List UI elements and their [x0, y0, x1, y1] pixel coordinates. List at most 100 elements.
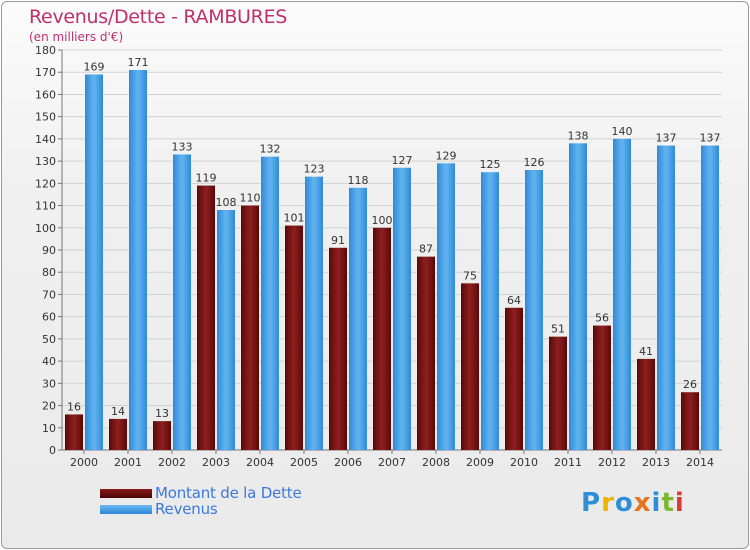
bar-revenus: [349, 187, 367, 450]
bar-dette: [285, 225, 303, 450]
data-label-revenus: 137: [700, 132, 721, 145]
y-tick-label: 10: [42, 422, 56, 435]
bar-dette: [197, 185, 215, 451]
bar-dette: [417, 256, 435, 450]
bar-revenus: [701, 145, 719, 451]
y-tick-label: 80: [42, 266, 56, 279]
data-label-revenus: 126: [524, 156, 545, 169]
y-tick-label: 180: [35, 44, 56, 57]
bar-dette: [637, 358, 655, 450]
x-tick-label: 2013: [642, 456, 670, 469]
x-tick-label: 2011: [554, 456, 582, 469]
data-label-dette: 101: [284, 212, 305, 225]
y-tick-label: 100: [35, 222, 56, 235]
y-tick-label: 20: [42, 400, 56, 413]
data-label-dette: 75: [463, 269, 477, 282]
bar-revenus: [525, 170, 543, 450]
logo-letter: P: [581, 488, 602, 518]
bar-dette: [681, 392, 699, 450]
legend-swatch-revenus: [100, 505, 152, 514]
data-label-dette: 14: [111, 405, 125, 418]
data-label-dette: 56: [595, 312, 609, 325]
logo-letter: r: [601, 488, 615, 518]
chart-title: Revenus/Dette - RAMBURES: [29, 6, 288, 28]
bar-dette: [373, 227, 391, 450]
data-label-dette: 110: [240, 192, 261, 205]
y-tick-label: 90: [42, 244, 56, 257]
y-tick-label: 70: [42, 288, 56, 301]
bar-dette: [329, 247, 347, 450]
logo-letter: i: [651, 488, 662, 518]
legend-label-revenus: Revenus: [155, 500, 218, 518]
logo-letter: x: [633, 488, 652, 518]
x-tick-label: 2010: [510, 456, 538, 469]
bar-revenus: [305, 176, 323, 450]
bar-dette: [109, 418, 127, 450]
legend-label-dette: Montant de la Dette: [155, 484, 302, 502]
y-tick-label: 150: [35, 111, 56, 124]
data-label-dette: 51: [551, 323, 565, 336]
y-tick-label: 140: [35, 133, 56, 146]
data-label-revenus: 123: [304, 163, 325, 176]
data-label-revenus: 138: [568, 129, 589, 142]
legend-swatch-dette: [100, 489, 152, 498]
y-tick-label: 110: [35, 200, 56, 213]
data-label-dette: 87: [419, 243, 433, 256]
bar-revenus: [569, 143, 587, 451]
x-tick-label: 2003: [202, 456, 230, 469]
x-tick-label: 2006: [334, 456, 362, 469]
bar-revenus: [393, 167, 411, 450]
x-tick-label: 2001: [114, 456, 142, 469]
logo-letter: t: [661, 488, 675, 518]
logo-letter: o: [614, 488, 634, 518]
bar-revenus: [613, 138, 631, 450]
y-tick-label: 0: [49, 444, 56, 457]
data-label-revenus: 137: [656, 132, 677, 145]
data-label-revenus: 108: [216, 196, 237, 209]
data-label-dette: 119: [196, 172, 217, 185]
bar-dette: [593, 325, 611, 450]
data-label-dette: 100: [372, 214, 393, 227]
bar-revenus: [129, 70, 147, 450]
bar-dette: [241, 205, 259, 450]
bar-dette: [461, 283, 479, 450]
y-tick-label: 160: [35, 88, 56, 101]
x-tick-label: 2014: [686, 456, 714, 469]
data-label-dette: 41: [639, 345, 653, 358]
data-label-revenus: 118: [348, 174, 369, 187]
data-label-revenus: 127: [392, 154, 413, 167]
x-tick-label: 2002: [158, 456, 186, 469]
bar-dette: [153, 421, 171, 450]
bar-revenus: [217, 210, 235, 450]
proxiti-logo: Proxiti: [581, 488, 685, 518]
bar-revenus: [261, 156, 279, 450]
chart-subtitle: (en milliers d'€): [29, 30, 124, 44]
bar-dette: [65, 414, 83, 450]
data-label-revenus: 133: [172, 140, 193, 153]
data-label-dette: 13: [155, 407, 169, 420]
y-tick-label: 50: [42, 333, 56, 346]
bar-dette: [549, 336, 567, 450]
y-tick-label: 60: [42, 311, 56, 324]
data-label-dette: 91: [331, 234, 345, 247]
logo-letter: i: [674, 488, 685, 518]
bar-revenus: [437, 163, 455, 451]
data-label-dette: 64: [507, 294, 521, 307]
x-tick-label: 2009: [466, 456, 494, 469]
x-tick-label: 2005: [290, 456, 318, 469]
data-label-revenus: 125: [480, 158, 501, 171]
data-label-revenus: 132: [260, 143, 281, 156]
bar-revenus: [481, 172, 499, 450]
y-tick-label: 40: [42, 355, 56, 368]
x-tick-label: 2007: [378, 456, 406, 469]
bar-revenus: [85, 74, 103, 450]
data-label-dette: 16: [67, 400, 81, 413]
y-tick-label: 130: [35, 155, 56, 168]
bar-revenus: [657, 145, 675, 451]
data-label-dette: 26: [683, 378, 697, 391]
y-tick-label: 170: [35, 66, 56, 79]
data-label-revenus: 140: [612, 125, 633, 138]
bar-revenus: [173, 154, 191, 450]
data-label-revenus: 129: [436, 149, 457, 162]
